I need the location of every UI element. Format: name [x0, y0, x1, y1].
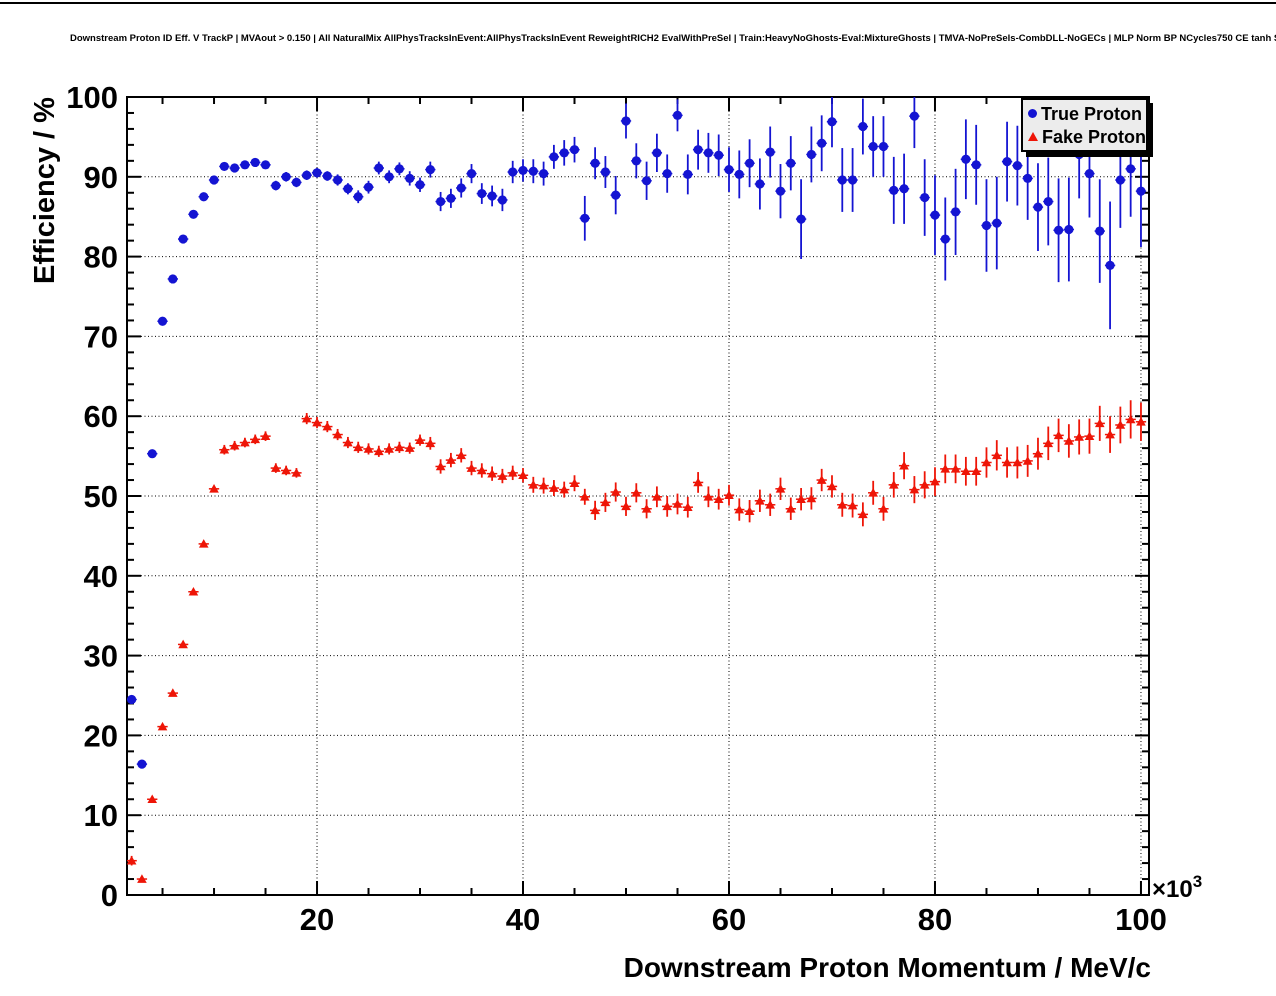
- y-axis-title: Efficiency / %: [29, 97, 61, 284]
- legend-label: Fake Proton: [1042, 126, 1147, 147]
- legend: True Proton Fake Proton: [1021, 98, 1148, 152]
- fake-proton-marker-icon: [1028, 132, 1038, 141]
- svg-text:20: 20: [300, 902, 334, 937]
- svg-text:0: 0: [101, 878, 118, 913]
- series-fake-proton: [126, 400, 1147, 883]
- svg-text:100: 100: [1115, 902, 1167, 937]
- x-axis-scale-label: ×103: [1152, 872, 1202, 903]
- x-tick-labels: 20 40 60 80 100: [300, 902, 1167, 937]
- legend-item-true-proton: True Proton: [1023, 105, 1146, 123]
- canvas-top-border: [0, 2, 1276, 4]
- legend-label: True Proton: [1041, 103, 1143, 124]
- svg-text:30: 30: [84, 639, 118, 674]
- legend-item-fake-proton: Fake Proton: [1023, 128, 1146, 146]
- svg-text:100: 100: [66, 80, 118, 115]
- y-tick-labels: 0 10 20 30 40 50 60 70 80 90 100: [66, 80, 118, 913]
- error-bars: [127, 400, 1147, 880]
- series-true-proton: [127, 97, 1147, 769]
- markers: [127, 110, 1146, 769]
- error-bars: [127, 97, 1147, 765]
- svg-text:40: 40: [84, 559, 118, 594]
- svg-text:20: 20: [84, 718, 118, 753]
- svg-text:90: 90: [84, 160, 118, 195]
- x-axis-title: Downstream Proton Momentum / MeV/c: [624, 952, 1151, 983]
- plot-title: Downstream Proton ID Eff. V TrackP | MVA…: [70, 33, 1276, 44]
- svg-text:40: 40: [506, 902, 540, 937]
- true-proton-marker-icon: [1028, 109, 1037, 118]
- svg-text:80: 80: [918, 902, 952, 937]
- svg-text:70: 70: [84, 319, 118, 354]
- plot-frame: [126, 96, 1150, 896]
- svg-text:50: 50: [84, 479, 118, 514]
- svg-text:10: 10: [84, 798, 118, 833]
- svg-text:60: 60: [712, 902, 746, 937]
- svg-text:80: 80: [84, 240, 118, 275]
- svg-text:60: 60: [84, 399, 118, 434]
- markers: [126, 413, 1146, 883]
